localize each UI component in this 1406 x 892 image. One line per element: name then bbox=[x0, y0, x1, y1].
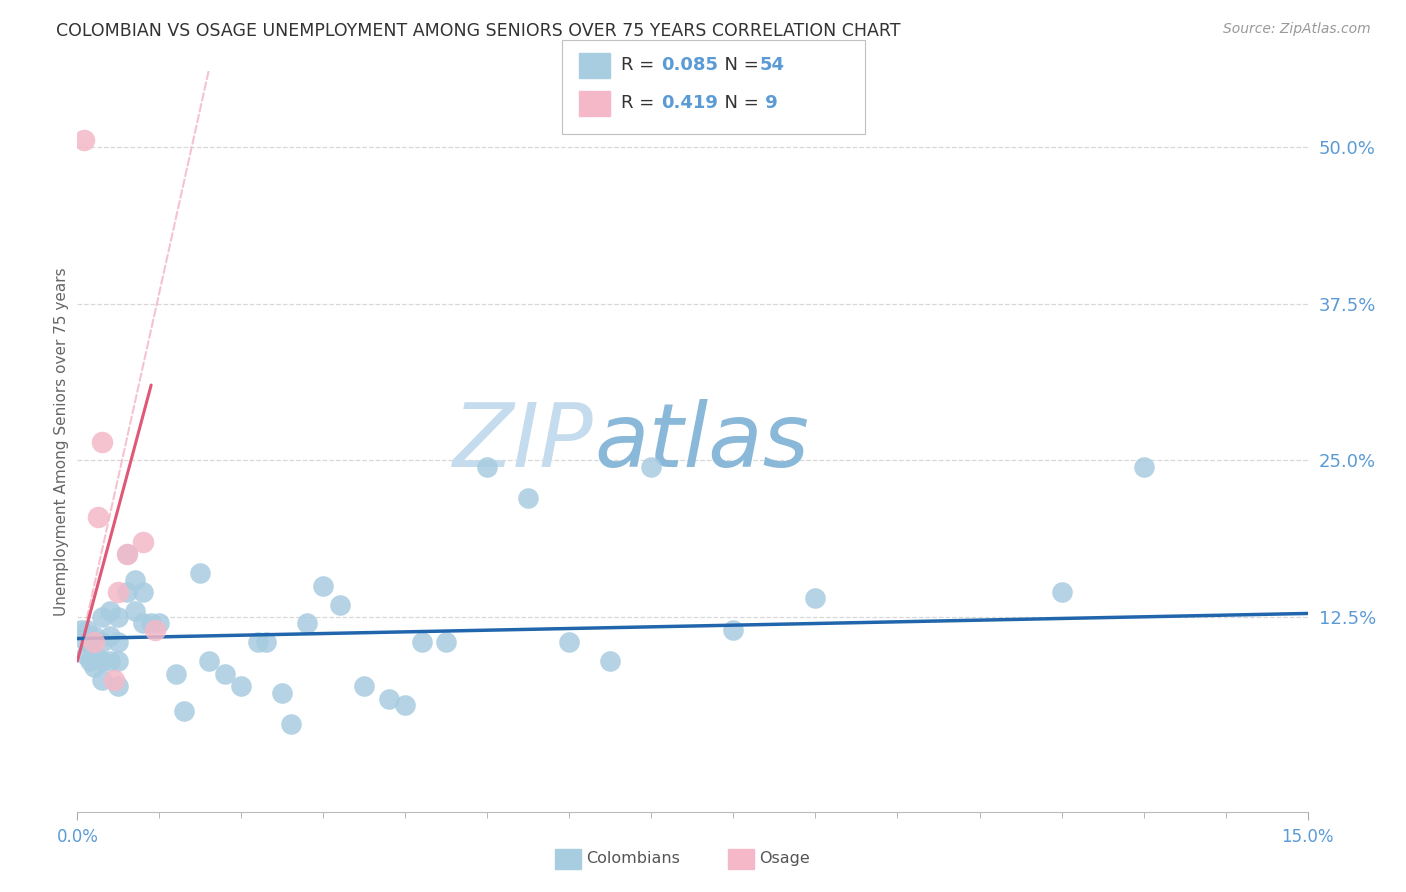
Point bbox=[73, 133, 96, 147]
Text: atlas: atlas bbox=[595, 399, 808, 484]
Point bbox=[295, 616, 318, 631]
Point bbox=[517, 491, 540, 505]
Point bbox=[353, 679, 375, 693]
Point bbox=[90, 434, 114, 449]
Point bbox=[246, 635, 269, 649]
Point bbox=[1132, 459, 1154, 474]
Text: Source: ZipAtlas.com: Source: ZipAtlas.com bbox=[1223, 22, 1371, 37]
Point bbox=[132, 585, 155, 599]
Y-axis label: Unemployment Among Seniors over 75 years: Unemployment Among Seniors over 75 years bbox=[53, 268, 69, 615]
Point bbox=[477, 459, 499, 474]
Point bbox=[115, 585, 138, 599]
Point bbox=[280, 717, 302, 731]
Point bbox=[214, 666, 236, 681]
Text: Colombians: Colombians bbox=[586, 851, 681, 865]
Point bbox=[165, 666, 187, 681]
Point bbox=[173, 704, 195, 718]
Point bbox=[599, 654, 621, 668]
Point bbox=[107, 654, 129, 668]
Point bbox=[87, 509, 110, 524]
Point bbox=[90, 654, 114, 668]
Point bbox=[188, 566, 212, 581]
Point bbox=[132, 535, 155, 549]
Point bbox=[98, 654, 121, 668]
Point bbox=[271, 685, 294, 699]
Point bbox=[804, 591, 827, 606]
Point bbox=[83, 660, 105, 674]
Point bbox=[83, 648, 105, 662]
Point bbox=[79, 654, 101, 668]
Point bbox=[312, 579, 335, 593]
Text: N =: N = bbox=[713, 56, 765, 74]
Text: R =: R = bbox=[621, 56, 661, 74]
Text: N =: N = bbox=[713, 95, 765, 112]
Point bbox=[378, 691, 401, 706]
Text: 9: 9 bbox=[759, 95, 778, 112]
Point bbox=[76, 623, 98, 637]
Point bbox=[98, 629, 121, 643]
Text: 54: 54 bbox=[759, 56, 785, 74]
Point bbox=[723, 623, 745, 637]
Point bbox=[115, 548, 138, 562]
Point bbox=[640, 459, 662, 474]
Point bbox=[558, 635, 581, 649]
Point bbox=[132, 616, 155, 631]
Point bbox=[90, 610, 114, 624]
Point bbox=[107, 585, 129, 599]
Point bbox=[411, 635, 433, 649]
Point bbox=[143, 623, 166, 637]
Point bbox=[107, 610, 129, 624]
Text: Osage: Osage bbox=[759, 851, 810, 865]
Point bbox=[197, 654, 219, 668]
Point bbox=[254, 635, 277, 649]
Point bbox=[75, 648, 97, 662]
Point bbox=[70, 623, 93, 637]
Point bbox=[83, 635, 105, 649]
Point bbox=[394, 698, 416, 712]
Point bbox=[115, 548, 138, 562]
Point bbox=[124, 604, 146, 618]
Text: COLOMBIAN VS OSAGE UNEMPLOYMENT AMONG SENIORS OVER 75 YEARS CORRELATION CHART: COLOMBIAN VS OSAGE UNEMPLOYMENT AMONG SE… bbox=[56, 22, 901, 40]
Point bbox=[103, 673, 125, 687]
Point bbox=[98, 604, 121, 618]
Point bbox=[124, 573, 146, 587]
Point bbox=[107, 635, 129, 649]
Point bbox=[141, 616, 163, 631]
Point bbox=[1050, 585, 1073, 599]
Text: ZIP: ZIP bbox=[453, 399, 595, 484]
Text: 0.419: 0.419 bbox=[661, 95, 717, 112]
Point bbox=[436, 635, 458, 649]
Point bbox=[329, 598, 352, 612]
Text: 0.085: 0.085 bbox=[661, 56, 718, 74]
Point bbox=[231, 679, 253, 693]
Point bbox=[75, 635, 97, 649]
Point bbox=[107, 679, 129, 693]
Point bbox=[148, 616, 170, 631]
Text: R =: R = bbox=[621, 95, 661, 112]
Point bbox=[90, 635, 114, 649]
Point bbox=[90, 673, 114, 687]
Point bbox=[83, 629, 105, 643]
